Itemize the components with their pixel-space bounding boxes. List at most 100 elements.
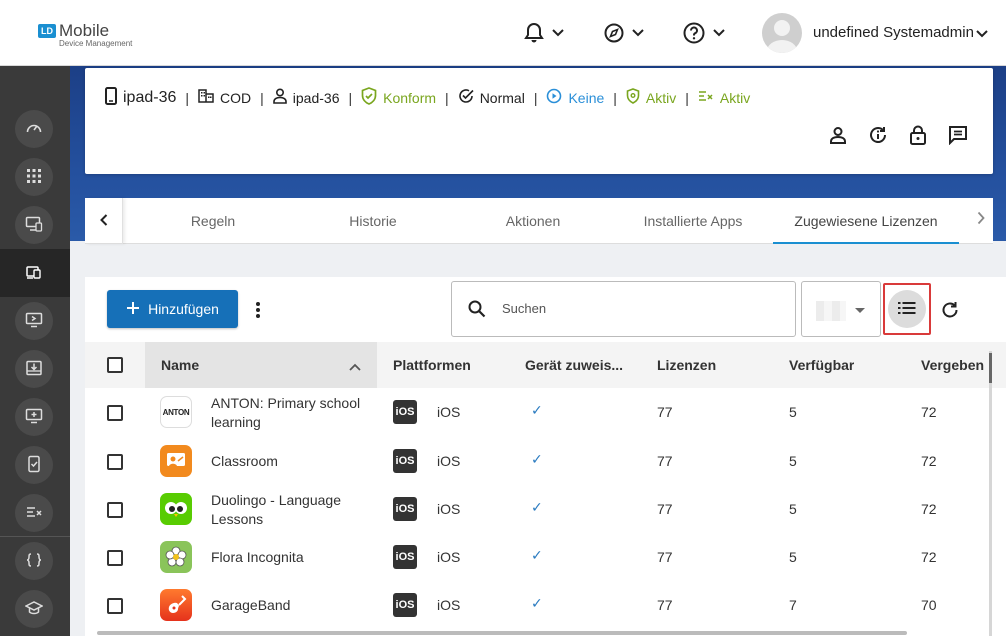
sidebar-item-dashboard[interactable]	[15, 110, 53, 148]
chevron-down-icon	[632, 29, 644, 37]
table-row[interactable]: ANTON ANTON: Primary school learning iOS…	[85, 388, 1006, 436]
check-circle-icon	[458, 88, 474, 107]
available-count: 7	[789, 597, 797, 613]
help-menu[interactable]	[683, 20, 725, 46]
assign-check: ✓	[531, 547, 543, 563]
chevron-down-icon[interactable]	[976, 25, 988, 41]
horizontal-scrollbar[interactable]	[97, 631, 907, 635]
row-checkbox[interactable]	[107, 598, 123, 614]
gauge-icon	[25, 119, 43, 140]
column-name[interactable]: Name	[161, 357, 200, 373]
rules-status: Aktiv	[719, 89, 751, 106]
tab-historie[interactable]: Historie	[349, 213, 397, 229]
select-all-checkbox[interactable]	[107, 357, 123, 373]
compass-menu[interactable]	[604, 20, 644, 46]
row-checkbox[interactable]	[107, 454, 123, 470]
device-name-item: ipad-36	[105, 87, 176, 108]
graduation-cap-icon	[24, 599, 44, 620]
avatar[interactable]	[762, 13, 802, 53]
chevron-right-icon[interactable]	[977, 211, 985, 228]
chevron-down-icon	[552, 29, 564, 37]
vertical-scrollbar[interactable]	[989, 351, 992, 636]
refresh-icon[interactable]	[940, 300, 960, 323]
message-icon[interactable]	[947, 124, 969, 146]
shield-check-icon	[361, 87, 377, 108]
chevron-left-icon	[99, 213, 108, 229]
column-licenses[interactable]: Lizenzen	[657, 357, 717, 373]
ios-badge: iOS	[393, 400, 417, 424]
playback-status: Keine	[568, 89, 605, 106]
duolingo-app-icon	[160, 493, 192, 525]
sidebar-item-devices[interactable]	[15, 254, 53, 292]
logo-subtitle: Device Management	[59, 39, 133, 48]
plus-icon	[126, 301, 140, 318]
column-platforms[interactable]: Plattformen	[393, 357, 471, 373]
tab-installierte-apps[interactable]: Installierte Apps	[643, 213, 743, 229]
sidebar-item-add-device[interactable]	[15, 398, 53, 436]
sidebar-item-checklist[interactable]	[15, 446, 53, 484]
user-icon	[272, 88, 287, 107]
device-name: ipad-36	[123, 88, 177, 106]
filter-select[interactable]	[801, 281, 881, 337]
sidebar-item-install[interactable]	[15, 350, 53, 388]
chevron-down-icon	[713, 29, 725, 37]
search-box[interactable]	[451, 281, 796, 337]
table-header: Name Plattformen Gerät zuweis... Lizenze…	[85, 342, 1006, 388]
sidebar-item-education[interactable]	[15, 590, 53, 628]
table-row[interactable]: Flora Incognita iOS iOS ✓ 77 5 72	[85, 533, 1006, 581]
sidebar-item-monitor[interactable]	[15, 206, 53, 244]
sidebar-item-rules[interactable]	[15, 494, 53, 532]
sidebar	[0, 66, 70, 636]
play-circle-icon	[546, 88, 562, 107]
logo[interactable]: LD Mobile Device Management	[38, 22, 132, 48]
lock-icon[interactable]	[907, 124, 929, 146]
info-refresh-icon[interactable]	[867, 124, 889, 146]
table-row[interactable]: Classroom iOS iOS ✓ 77 5 72	[85, 437, 1006, 485]
app-name: GarageBand	[211, 597, 291, 613]
shield-status: Aktiv	[645, 89, 677, 106]
app-name: Flora Incognita	[211, 549, 304, 565]
mode-status: Normal	[479, 89, 525, 106]
row-checkbox[interactable]	[107, 502, 123, 518]
table-row[interactable]: GarageBand iOS iOS ✓ 77 7 70	[85, 581, 1006, 629]
sidebar-item-devices-active[interactable]	[0, 249, 70, 297]
assigned-count: 72	[921, 549, 937, 565]
sidebar-item-remote[interactable]	[15, 302, 53, 340]
table-row[interactable]: Duolingo - Language Lessons iOS iOS ✓ 77…	[85, 485, 1006, 533]
user-icon[interactable]	[827, 124, 849, 146]
licenses-count: 77	[657, 501, 673, 517]
app-name: Duolingo - Language Lessons	[211, 492, 341, 527]
available-count: 5	[789, 404, 797, 420]
device-info-row: ipad-36 | COD | ipad-36 | Konform | Norm…	[105, 87, 750, 108]
list-view-button[interactable]	[883, 283, 931, 335]
tab-zugewiesene-lizenzen[interactable]: Zugewiesene Lizenzen	[773, 198, 959, 244]
tab-regeln[interactable]: Regeln	[190, 213, 236, 229]
ios-badge: iOS	[393, 497, 417, 521]
device-card: ipad-36 | COD | ipad-36 | Konform | Norm…	[85, 68, 993, 174]
tab-aktionen[interactable]: Aktionen	[505, 213, 561, 229]
compass-icon	[604, 23, 624, 43]
more-vertical-icon[interactable]	[255, 301, 261, 322]
column-assigned[interactable]: Vergeben	[921, 357, 985, 373]
user-name[interactable]: undefined Systemadministrator	[813, 24, 973, 41]
platform-text: iOS	[437, 597, 461, 613]
notifications-menu[interactable]	[524, 20, 564, 46]
monitor-plus-icon	[25, 407, 43, 428]
ios-badge: iOS	[393, 545, 417, 569]
row-checkbox[interactable]	[107, 405, 123, 421]
device-actions	[827, 124, 969, 146]
device-user: ipad-36	[292, 89, 340, 106]
sidebar-item-scripts[interactable]	[15, 542, 53, 580]
column-device-assign[interactable]: Gerät zuweis...	[525, 357, 624, 373]
tab-bar: Regeln Historie Aktionen Installierte Ap…	[85, 198, 993, 244]
row-checkbox[interactable]	[107, 550, 123, 566]
filter-select-value	[816, 301, 846, 321]
add-button[interactable]: Hinzufügen	[107, 290, 238, 328]
column-available[interactable]: Verfügbar	[789, 357, 855, 373]
sort-up-icon[interactable]	[349, 358, 361, 374]
licenses-panel: Hinzufügen Name Plattformen Gerät zuweis…	[85, 277, 1006, 636]
search-input[interactable]	[502, 301, 782, 316]
sidebar-item-apps[interactable]	[15, 158, 53, 196]
scrollbar-thumb[interactable]	[989, 353, 992, 383]
tab-prev-button[interactable]	[85, 198, 123, 244]
